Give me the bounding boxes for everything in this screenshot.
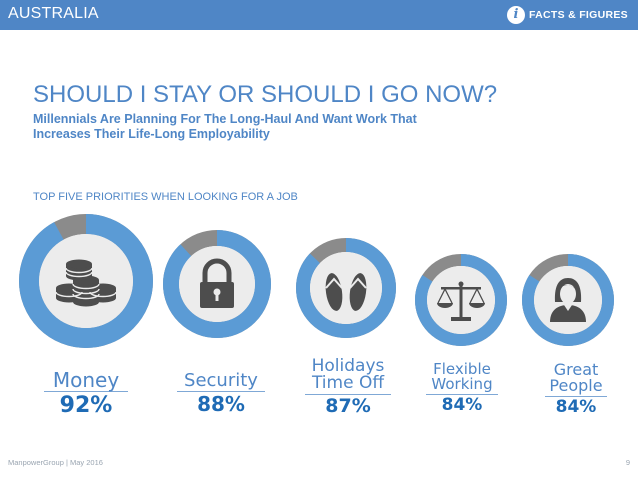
- subheadline-line-1: Millennials Are Planning For The Long-Ha…: [33, 112, 417, 126]
- padlock-icon: [200, 258, 234, 308]
- flexible-working-label-line-2: Working: [431, 375, 493, 394]
- holidays-label-line-2: Time Off: [311, 373, 385, 394]
- flexible-working-label-block: Flexible Working 84%: [406, 360, 518, 415]
- great-people-label-line-1: Great: [553, 360, 599, 379]
- ring-value: [522, 254, 614, 346]
- money-donut: [19, 214, 153, 348]
- ring-value: [19, 214, 153, 348]
- label-underline: [305, 393, 391, 395]
- headline: SHOULD I STAY OR SHOULD I GO NOW?: [33, 81, 498, 108]
- footer-source: ManpowerGroup | May 2016: [8, 458, 103, 467]
- section-title: TOP FIVE PRIORITIES WHEN LOOKING FOR A J…: [33, 191, 298, 203]
- holidays-percent: 87%: [325, 394, 371, 417]
- balance-scale-icon: [437, 281, 485, 321]
- subheadline: Millennials Are Planning For The Long-Ha…: [33, 112, 513, 142]
- flexible-working-donut: [415, 254, 507, 346]
- ring-value: [163, 230, 271, 338]
- person-icon: [550, 278, 586, 322]
- holidays-donut: [296, 238, 396, 338]
- security-label: Security: [184, 370, 258, 391]
- money-label: Money: [52, 368, 120, 392]
- holidays-label-line-1: Holidays: [311, 356, 385, 376]
- holidays-label-block: Holidays Time Off 87%: [292, 356, 404, 417]
- subheadline-line-2: Increases Their Life-Long Employability: [33, 127, 270, 141]
- money-label-block: Money 92%: [30, 370, 142, 417]
- flip-flops-icon: [325, 273, 367, 311]
- great-people-donut: [522, 254, 614, 346]
- label-underline: [545, 395, 607, 397]
- page-number: 9: [625, 458, 630, 467]
- label-underline: [44, 391, 128, 393]
- security-donut: [163, 230, 271, 338]
- brand-label: FACTS & FIGURES: [528, 9, 628, 21]
- money-percent: 92%: [59, 393, 113, 419]
- info-icon: i: [506, 6, 525, 24]
- label-underline: [177, 391, 265, 393]
- coins-icon: [55, 259, 117, 307]
- great-people-label-block: Great People 84%: [520, 360, 632, 417]
- label-underline: [426, 393, 498, 395]
- flexible-working-label-line-1: Flexible: [433, 360, 491, 378]
- great-people-percent: 84%: [555, 396, 597, 417]
- ring-inner: [310, 252, 382, 324]
- region-label: AUSTRALIA: [8, 5, 99, 22]
- ring-value: [296, 238, 396, 338]
- security-label-block: Security 88%: [165, 370, 277, 417]
- facts-figures-brand: i FACTS & FIGURES: [506, 5, 628, 25]
- great-people-label-line-2: People: [549, 376, 603, 396]
- flexible-working-percent: 84%: [441, 394, 483, 415]
- ring-value: [415, 254, 507, 346]
- security-percent: 88%: [197, 392, 245, 417]
- header-bar: AUSTRALIA i FACTS & FIGURES: [0, 0, 638, 30]
